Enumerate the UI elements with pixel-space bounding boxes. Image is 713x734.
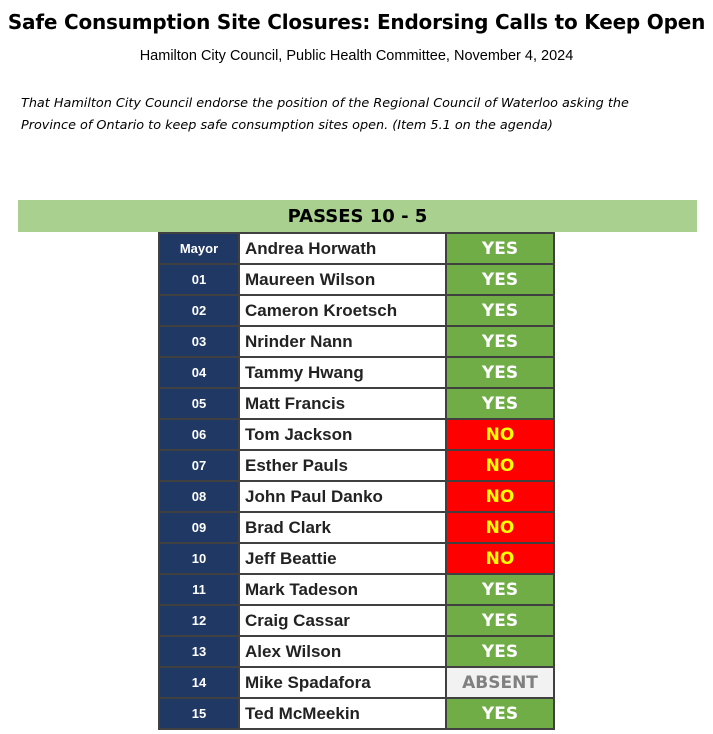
councillor-name: Andrea Horwath bbox=[238, 232, 447, 265]
councillor-name: Maureen Wilson bbox=[238, 263, 447, 296]
vote-cell-no: NO bbox=[445, 542, 555, 575]
councillor-name: Mike Spadafora bbox=[238, 666, 447, 699]
vote-cell-yes: YES bbox=[445, 356, 555, 389]
ward-cell: 07 bbox=[158, 449, 240, 482]
councillor-name: Cameron Kroetsch bbox=[238, 294, 447, 327]
vote-row: 11 Mark Tadeson YES bbox=[158, 573, 555, 606]
ward-cell: 09 bbox=[158, 511, 240, 544]
vote-row: Mayor Andrea Horwath YES bbox=[158, 232, 555, 265]
vote-cell-yes: YES bbox=[445, 604, 555, 637]
vote-cell-yes: YES bbox=[445, 294, 555, 327]
ward-cell: 02 bbox=[158, 294, 240, 327]
vote-row: 05 Matt Francis YES bbox=[158, 387, 555, 420]
vote-row: 01 Maureen Wilson YES bbox=[158, 263, 555, 296]
councillor-name: Mark Tadeson bbox=[238, 573, 447, 606]
vote-cell-yes: YES bbox=[445, 325, 555, 358]
councillor-name: Craig Cassar bbox=[238, 604, 447, 637]
councillor-name: Brad Clark bbox=[238, 511, 447, 544]
vote-cell-yes: YES bbox=[445, 697, 555, 730]
motion-text: That Hamilton City Council endorse the p… bbox=[21, 96, 629, 133]
ward-cell: 04 bbox=[158, 356, 240, 389]
ward-cell: 05 bbox=[158, 387, 240, 420]
ward-cell: 06 bbox=[158, 418, 240, 451]
vote-cell-yes: YES bbox=[445, 573, 555, 606]
result-banner: PASSES 10 - 5 bbox=[18, 200, 697, 232]
ward-cell: 01 bbox=[158, 263, 240, 296]
vote-cell-yes: YES bbox=[445, 263, 555, 296]
ward-cell: 15 bbox=[158, 697, 240, 730]
vote-row: 04 Tammy Hwang YES bbox=[158, 356, 555, 389]
councillor-name: Esther Pauls bbox=[238, 449, 447, 482]
page-title: Safe Consumption Site Closures: Endorsin… bbox=[7, 10, 706, 34]
vote-row: 15 Ted McMeekin YES bbox=[158, 697, 555, 730]
vote-cell-no: NO bbox=[445, 480, 555, 513]
councillor-name: Jeff Beattie bbox=[238, 542, 447, 575]
vote-cell-yes: YES bbox=[445, 387, 555, 420]
vote-row: 09 Brad Clark NO bbox=[158, 511, 555, 544]
page-subtitle: Hamilton City Council, Public Health Com… bbox=[139, 48, 574, 64]
ward-cell: 08 bbox=[158, 480, 240, 513]
ward-cell: 10 bbox=[158, 542, 240, 575]
vote-row: 03 Nrinder Nann YES bbox=[158, 325, 555, 358]
councillor-name: Tom Jackson bbox=[238, 418, 447, 451]
vote-table: Mayor Andrea Horwath YES 01 Maureen Wilson YE… bbox=[158, 232, 555, 730]
vote-row: 12 Craig Cassar YES bbox=[158, 604, 555, 637]
vote-row: 10 Jeff Beattie NO bbox=[158, 542, 555, 575]
councillor-name: Nrinder Nann bbox=[238, 325, 447, 358]
vote-row: 07 Esther Pauls NO bbox=[158, 449, 555, 482]
vote-row: 08 John Paul Danko NO bbox=[158, 480, 555, 513]
vote-cell-no: NO bbox=[445, 449, 555, 482]
ward-cell: 13 bbox=[158, 635, 240, 668]
vote-row: 14 Mike Spadafora ABSENT bbox=[158, 666, 555, 699]
vote-table-body: Mayor Andrea Horwath YES 01 Maureen Wilson YE… bbox=[158, 232, 555, 730]
vote-cell-no: NO bbox=[445, 511, 555, 544]
vote-cell-absent: ABSENT bbox=[445, 666, 555, 699]
ward-cell: 12 bbox=[158, 604, 240, 637]
vote-row: 02 Cameron Kroetsch YES bbox=[158, 294, 555, 327]
vote-cell-yes: YES bbox=[445, 635, 555, 668]
vote-row: 13 Alex Wilson YES bbox=[158, 635, 555, 668]
vote-row: 06 Tom Jackson NO bbox=[158, 418, 555, 451]
vote-cell-no: NO bbox=[445, 418, 555, 451]
ward-cell: 03 bbox=[158, 325, 240, 358]
ward-cell: 14 bbox=[158, 666, 240, 699]
vote-cell-yes: YES bbox=[445, 232, 555, 265]
councillor-name: Tammy Hwang bbox=[238, 356, 447, 389]
ward-cell: 11 bbox=[158, 573, 240, 606]
councillor-name: John Paul Danko bbox=[238, 480, 447, 513]
councillor-name: Matt Francis bbox=[238, 387, 447, 420]
councillor-name: Alex Wilson bbox=[238, 635, 447, 668]
ward-cell: Mayor bbox=[158, 232, 240, 265]
councillor-name: Ted McMeekin bbox=[238, 697, 447, 730]
